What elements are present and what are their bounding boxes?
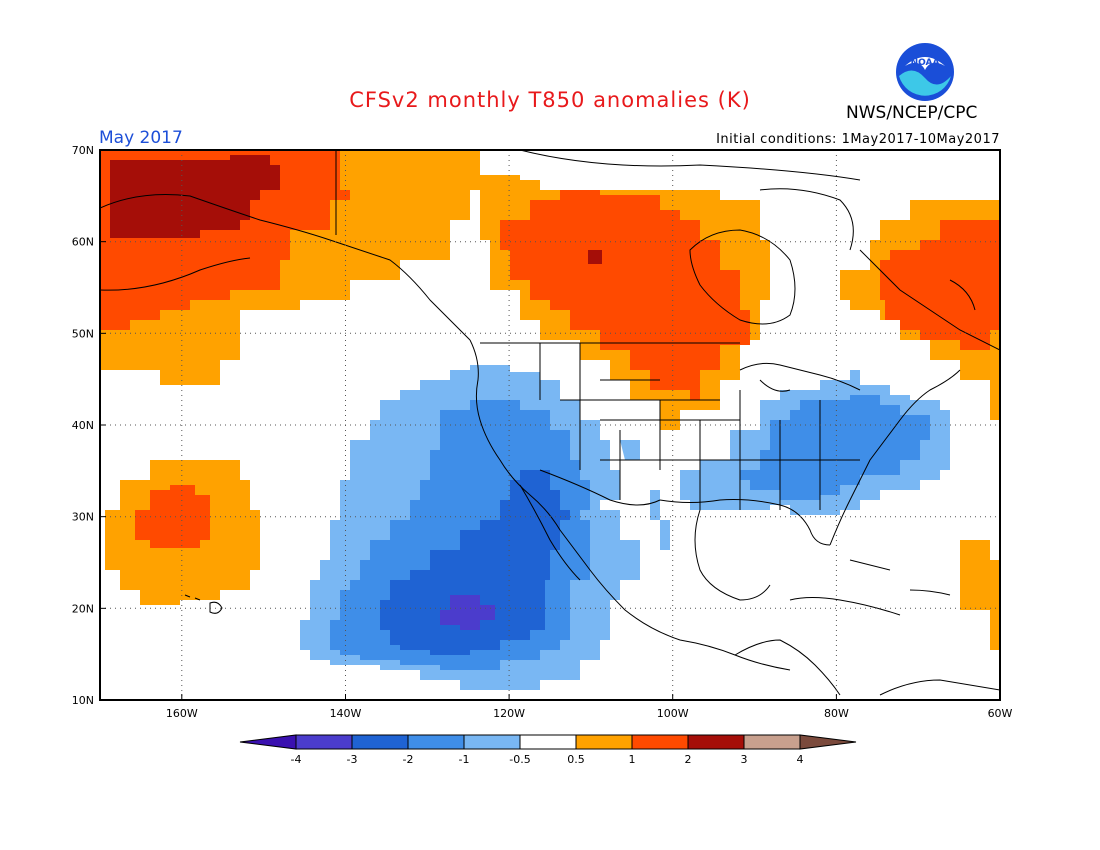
lat-label: 30N — [72, 511, 94, 524]
colorbar-tick-label: -4 — [291, 753, 302, 766]
latitude-axis: 70N 60N 50N 40N 30N 20N 10N — [72, 144, 106, 707]
colorbar-segment — [519, 734, 577, 750]
colorbar-segment — [743, 734, 801, 750]
colorbar: -4 -3 -2 -1 -0.5 0.5 1 2 3 4 — [239, 734, 857, 766]
colorbar-segment — [575, 734, 633, 750]
colorbar-segment — [407, 734, 465, 750]
colorbar-tick-label: -1 — [459, 753, 470, 766]
colorbar-segment — [351, 734, 409, 750]
colorbar-tick-label: 2 — [685, 753, 692, 766]
logo-text: NOAA — [911, 58, 940, 68]
graticule — [100, 150, 1000, 700]
initial-conditions: Initial conditions: 1May2017-10May2017 — [716, 132, 1000, 147]
noaa-logo-icon: NOAA — [896, 43, 954, 101]
colorbar-segment — [687, 734, 745, 750]
agency-label: NWS/NCEP/CPC — [846, 103, 978, 123]
anomaly-2-3 — [110, 155, 602, 264]
lat-label: 20N — [72, 602, 94, 615]
lon-label: 140W — [330, 707, 362, 720]
forecast-month: May 2017 — [99, 128, 183, 148]
colorbar-arrow-low — [239, 734, 297, 750]
lon-label: 120W — [493, 707, 525, 720]
lon-label: 60W — [988, 707, 1013, 720]
lon-label: 80W — [824, 707, 849, 720]
colorbar-segment — [295, 734, 353, 750]
lon-label: 100W — [657, 707, 689, 720]
colorbar-tick-label: 1 — [629, 753, 636, 766]
colorbar-arrow-high — [799, 734, 857, 750]
lat-label: 70N — [72, 144, 94, 157]
lat-label: 10N — [72, 694, 94, 707]
colorbar-tick-label: -3 — [347, 753, 358, 766]
lat-label: 50N — [72, 327, 94, 340]
colorbar-tick-label: 3 — [741, 753, 748, 766]
anomaly-neg2-neg3 — [380, 470, 570, 655]
colorbar-tick-label: -0.5 — [509, 753, 530, 766]
lat-label: 40N — [72, 419, 94, 432]
coastlines — [100, 150, 1000, 696]
colorbar-tick-label: -2 — [403, 753, 414, 766]
colorbar-segment — [463, 734, 521, 750]
map-title: CFSv2 monthly T850 anomalies (K) — [349, 88, 751, 112]
lon-label: 160W — [166, 707, 198, 720]
colorbar-tick-label: 4 — [797, 753, 804, 766]
lat-label: 60N — [72, 236, 94, 249]
longitude-axis: 160W 140W 120W 100W 80W 60W — [166, 694, 1013, 720]
colorbar-segment — [631, 734, 689, 750]
anomaly-lt-neg3 — [440, 595, 495, 630]
colorbar-tick-label: 0.5 — [567, 753, 585, 766]
